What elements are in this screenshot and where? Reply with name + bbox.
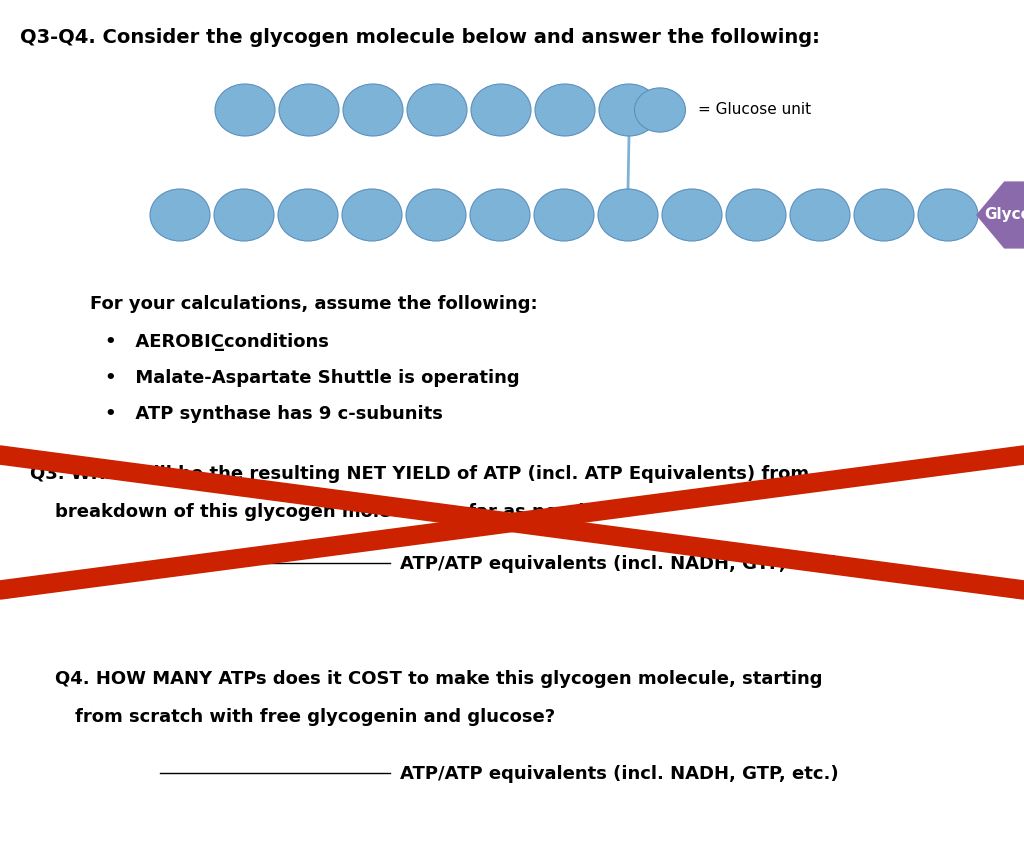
- Ellipse shape: [918, 189, 978, 241]
- Ellipse shape: [407, 84, 467, 136]
- Ellipse shape: [406, 189, 466, 241]
- Text: Q3. WHAT will be the resulting NET YIELD of ATP (incl. ATP Equivalents) from: Q3. WHAT will be the resulting NET YIELD…: [30, 465, 809, 483]
- Ellipse shape: [343, 84, 403, 136]
- Text: from scratch with free glycogenin and glucose?: from scratch with free glycogenin and gl…: [75, 708, 555, 726]
- Ellipse shape: [662, 189, 722, 241]
- Ellipse shape: [278, 189, 338, 241]
- Ellipse shape: [214, 189, 274, 241]
- Text: Q3-Q4. Consider the glycogen molecule below and answer the following:: Q3-Q4. Consider the glycogen molecule be…: [20, 28, 820, 47]
- Text: Q4. HOW MANY ATPs does it COST to make this glycogen molecule, starting: Q4. HOW MANY ATPs does it COST to make t…: [55, 670, 822, 688]
- Ellipse shape: [854, 189, 914, 241]
- Ellipse shape: [279, 84, 339, 136]
- Ellipse shape: [342, 189, 402, 241]
- Ellipse shape: [790, 189, 850, 241]
- Ellipse shape: [535, 84, 595, 136]
- Ellipse shape: [470, 189, 530, 241]
- Text: For your calculations, assume the following:: For your calculations, assume the follow…: [90, 295, 538, 313]
- Text: •   AEROBIC̲conditions: • AEROBIC̲conditions: [105, 333, 329, 351]
- Text: = Glucose unit: = Glucose unit: [698, 102, 811, 118]
- Text: ATP/ATP equivalents (incl. NADH, GTP, etc.): ATP/ATP equivalents (incl. NADH, GTP, et…: [400, 555, 839, 573]
- Text: breakdown of this glycogen molecule as far as possible?: breakdown of this glycogen molecule as f…: [55, 503, 626, 521]
- Text: •   ATP synthase has 9 c-subunits: • ATP synthase has 9 c-subunits: [105, 405, 442, 423]
- Ellipse shape: [726, 189, 786, 241]
- Ellipse shape: [599, 84, 659, 136]
- Polygon shape: [977, 182, 1024, 248]
- Ellipse shape: [471, 84, 531, 136]
- Ellipse shape: [534, 189, 594, 241]
- Ellipse shape: [150, 189, 210, 241]
- Ellipse shape: [635, 88, 685, 132]
- Ellipse shape: [215, 84, 275, 136]
- Text: ATP/ATP equivalents (incl. NADH, GTP, etc.): ATP/ATP equivalents (incl. NADH, GTP, et…: [400, 765, 839, 783]
- Text: •   Malate-Aspartate Shuttle is operating: • Malate-Aspartate Shuttle is operating: [105, 369, 519, 387]
- Text: Glycogenin: Glycogenin: [984, 208, 1024, 222]
- Ellipse shape: [598, 189, 658, 241]
